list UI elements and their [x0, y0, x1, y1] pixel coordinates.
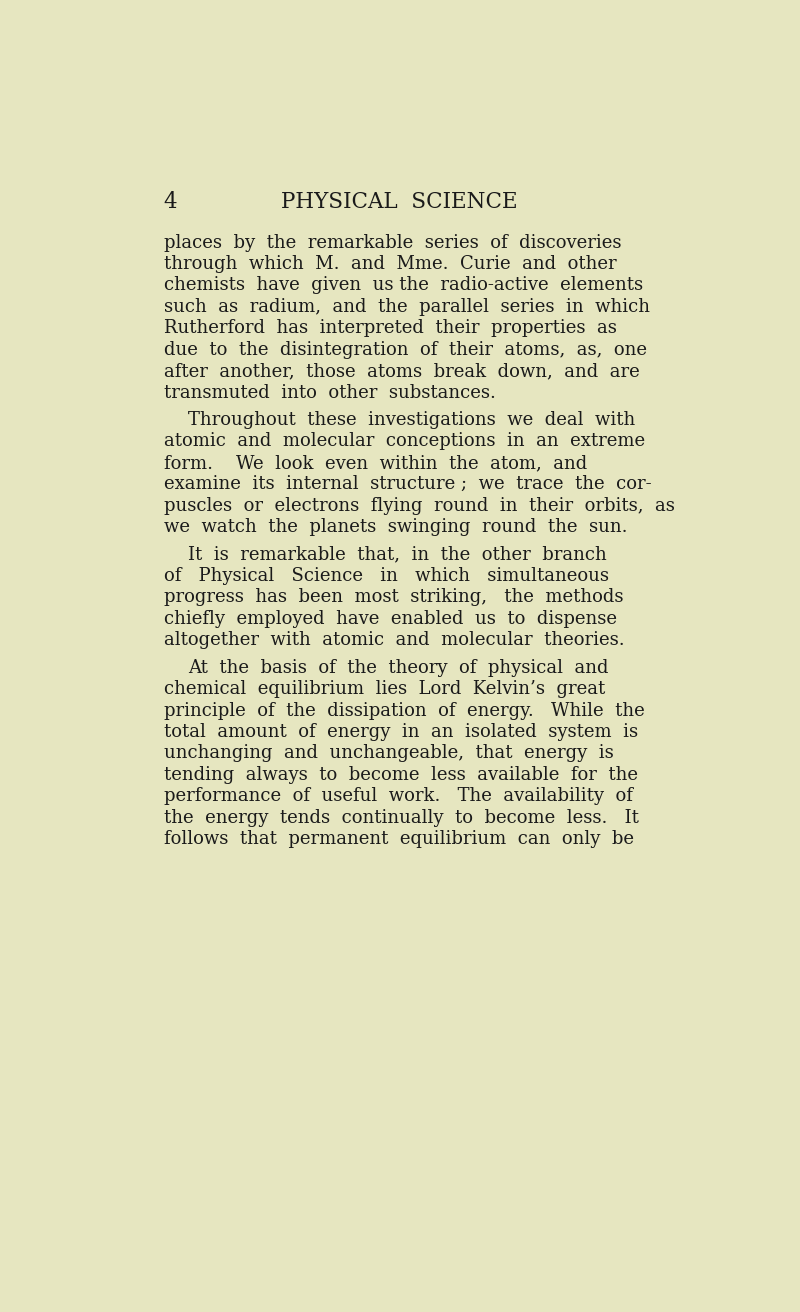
- Text: chemists  have  given  us the  radio-active  elements: chemists have given us the radio-active …: [163, 277, 642, 294]
- Text: places  by  the  remarkable  series  of  discoveries: places by the remarkable series of disco…: [163, 234, 621, 252]
- Text: At  the  basis  of  the  theory  of  physical  and: At the basis of the theory of physical a…: [188, 659, 609, 677]
- Text: after  another,  those  atoms  break  down,  and  are: after another, those atoms break down, a…: [163, 362, 639, 380]
- Text: progress  has  been  most  striking,   the  methods: progress has been most striking, the met…: [163, 589, 623, 606]
- Text: total  amount  of  energy  in  an  isolated  system  is: total amount of energy in an isolated sy…: [163, 723, 638, 741]
- Text: we  watch  the  planets  swinging  round  the  sun.: we watch the planets swinging round the …: [163, 518, 627, 537]
- Text: follows  that  permanent  equilibrium  can  only  be: follows that permanent equilibrium can o…: [163, 830, 634, 848]
- Text: chiefly  employed  have  enabled  us  to  dispense: chiefly employed have enabled us to disp…: [163, 610, 617, 628]
- Text: chemical  equilibrium  lies  Lord  Kelvin’s  great: chemical equilibrium lies Lord Kelvin’s …: [163, 680, 605, 698]
- Text: altogether  with  atomic  and  molecular  theories.: altogether with atomic and molecular the…: [163, 631, 624, 649]
- Text: of   Physical   Science   in   which   simultaneous: of Physical Science in which simultaneou…: [163, 567, 609, 585]
- Text: Throughout  these  investigations  we  deal  with: Throughout these investigations we deal …: [188, 411, 636, 429]
- Text: such  as  radium,  and  the  parallel  series  in  which: such as radium, and the parallel series …: [163, 298, 650, 316]
- Text: Rutherford  has  interpreted  their  properties  as: Rutherford has interpreted their propert…: [163, 319, 617, 337]
- Text: the  energy  tends  continually  to  become  less.   It: the energy tends continually to become l…: [163, 808, 638, 827]
- Text: transmuted  into  other  substances.: transmuted into other substances.: [163, 383, 495, 401]
- Text: form.    We  look  even  within  the  atom,  and: form. We look even within the atom, and: [163, 454, 586, 472]
- Text: puscles  or  electrons  flying  round  in  their  orbits,  as: puscles or electrons flying round in the…: [163, 497, 674, 514]
- Text: PHYSICAL  SCIENCE: PHYSICAL SCIENCE: [281, 192, 518, 214]
- Text: performance  of  useful  work.   The  availability  of: performance of useful work. The availabi…: [163, 787, 633, 806]
- Text: atomic  and  molecular  conceptions  in  an  extreme: atomic and molecular conceptions in an e…: [163, 433, 645, 450]
- Text: It  is  remarkable  that,  in  the  other  branch: It is remarkable that, in the other bran…: [188, 546, 607, 564]
- Text: due  to  the  disintegration  of  their  atoms,  as,  one: due to the disintegration of their atoms…: [163, 341, 646, 358]
- Text: through  which  M.  and  Mme.  Curie  and  other: through which M. and Mme. Curie and othe…: [163, 255, 616, 273]
- Text: examine  its  internal  structure ;  we  trace  the  cor-: examine its internal structure ; we trac…: [163, 475, 651, 493]
- Text: tending  always  to  become  less  available  for  the: tending always to become less available …: [163, 766, 638, 783]
- Text: 4: 4: [163, 192, 177, 214]
- Text: unchanging  and  unchangeable,  that  energy  is: unchanging and unchangeable, that energy…: [163, 744, 614, 762]
- Text: principle  of  the  dissipation  of  energy.   While  the: principle of the dissipation of energy. …: [163, 702, 644, 720]
